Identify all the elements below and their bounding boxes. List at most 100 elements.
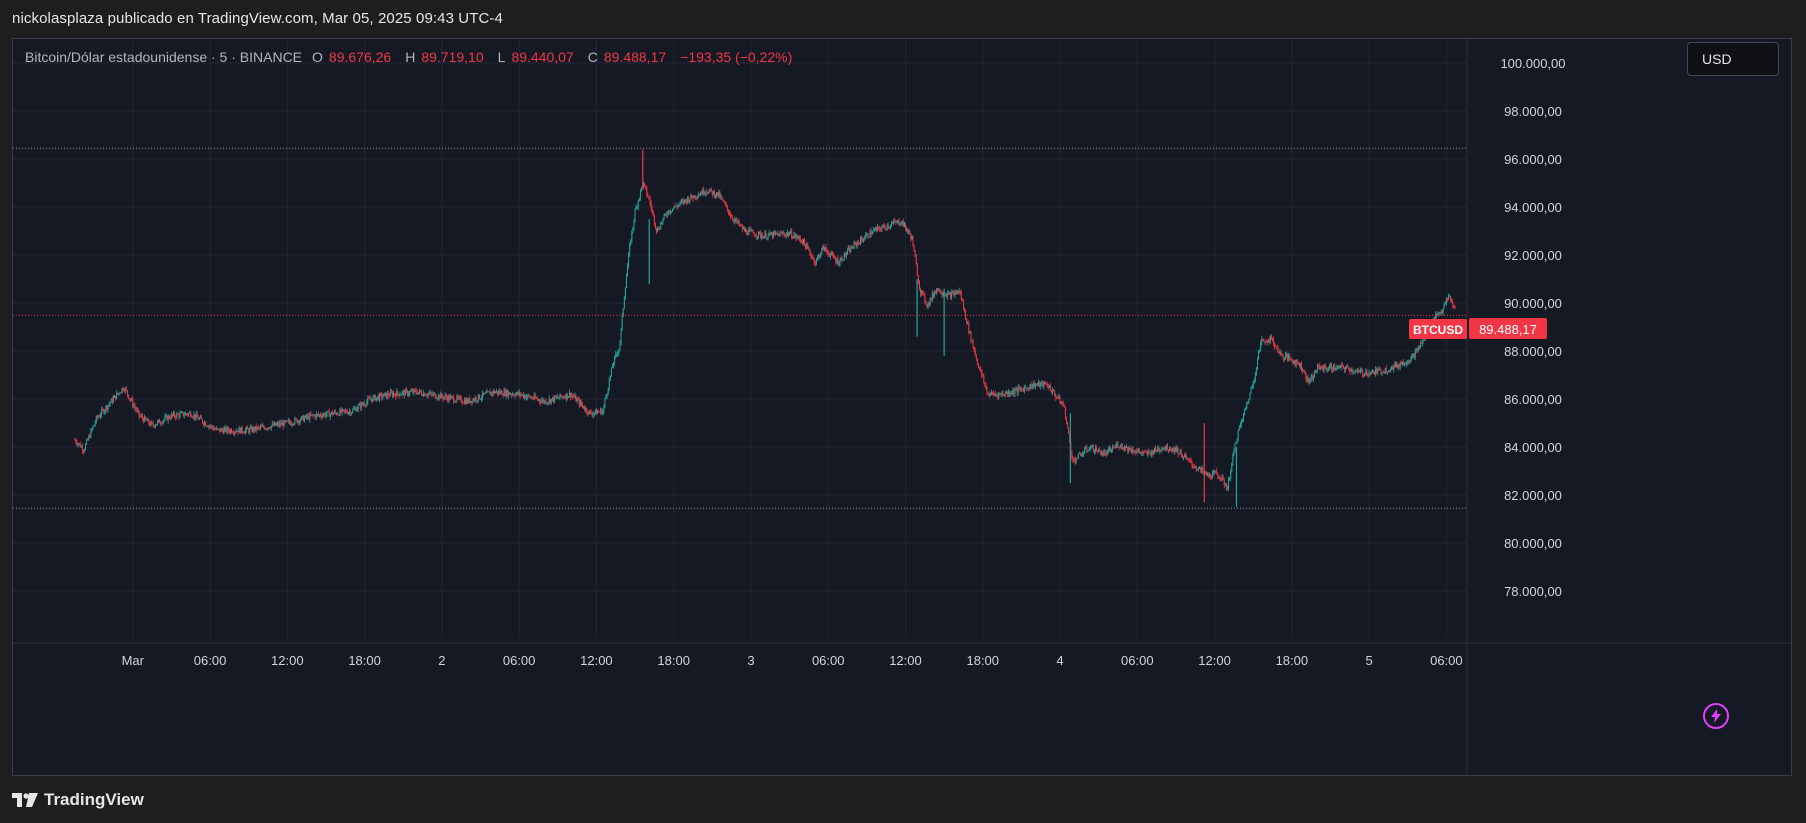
candle-body: [979, 367, 981, 369]
candlestick-chart[interactable]: 100.000,00 98.000,00 96.000,00 94.000,00 92.…: [13, 39, 1791, 775]
candle-body: [500, 391, 502, 394]
candle-body: [1000, 393, 1002, 395]
candle-body: [1091, 445, 1093, 448]
candle-body: [605, 396, 607, 400]
candle-body: [1379, 368, 1381, 370]
candle-body: [227, 427, 229, 431]
candle-body: [774, 231, 776, 234]
candle-body: [558, 397, 560, 399]
candle-body: [1354, 370, 1356, 373]
candle-body: [854, 242, 856, 244]
lightning-icon[interactable]: [1703, 703, 1729, 729]
footer-brand[interactable]: TradingView: [12, 790, 144, 810]
candle-body: [350, 411, 352, 415]
candle-body: [1412, 353, 1414, 356]
candle-body: [754, 235, 756, 237]
candle-body: [841, 257, 843, 261]
candle-body: [146, 419, 148, 422]
candle-body: [168, 416, 170, 419]
candle-body: [161, 423, 163, 425]
candle-body: [621, 315, 623, 329]
candle-body: [537, 399, 539, 401]
candle-body: [726, 205, 728, 210]
candle-body: [668, 210, 670, 213]
candle-body: [527, 394, 529, 397]
candle-body: [207, 426, 209, 428]
candle-body: [1282, 354, 1284, 359]
candle-body: [998, 393, 1000, 398]
candle-body: [381, 394, 383, 398]
candle-body: [1301, 362, 1303, 370]
candle-body: [737, 220, 739, 223]
candle-body: [1112, 447, 1114, 450]
candle-body: [177, 413, 179, 415]
candle-body: [477, 394, 479, 401]
candle-body: [398, 393, 400, 396]
candle-body: [315, 414, 317, 418]
currency-button[interactable]: USD: [1687, 42, 1779, 76]
candle-body: [353, 408, 355, 410]
candle-body: [810, 253, 812, 258]
candle-body: [906, 227, 908, 232]
candle-body: [1386, 372, 1388, 374]
candle-body: [1389, 370, 1391, 372]
candle-body: [103, 409, 105, 413]
candle-body: [694, 195, 696, 198]
candle-body: [196, 413, 198, 418]
candle-body: [986, 387, 988, 394]
candle-body: [393, 393, 395, 397]
candle-body: [520, 394, 522, 396]
candle-body: [1353, 371, 1355, 373]
candle-body: [282, 422, 284, 427]
candle-body: [1046, 384, 1048, 386]
candle-body: [902, 221, 904, 227]
chart-pane[interactable]: 100.000,00 98.000,00 96.000,00 94.000,00 92.…: [12, 38, 1792, 776]
candle-body: [689, 199, 691, 202]
time-tick-label: 06:00: [194, 653, 227, 668]
candle-body: [608, 379, 610, 389]
candle-body: [877, 226, 879, 231]
candle-body: [326, 411, 328, 415]
candle-body: [1339, 365, 1341, 369]
candle-body: [280, 422, 282, 425]
candle-body: [1010, 393, 1012, 395]
candle-body: [1004, 393, 1006, 396]
candle-body: [335, 411, 337, 413]
candle-body: [240, 427, 242, 434]
candle-body: [1159, 450, 1161, 452]
candle-body: [1329, 365, 1331, 367]
candle-body: [94, 422, 96, 425]
candle-body: [976, 358, 978, 364]
candle-body: [139, 416, 141, 417]
candle-body: [483, 392, 485, 395]
candle-body: [628, 254, 630, 267]
candle-body: [110, 398, 112, 403]
candle-body: [1280, 351, 1282, 354]
candle-body: [1014, 390, 1016, 394]
candle-body: [426, 395, 428, 397]
candle-body: [119, 392, 121, 394]
candle-body: [824, 247, 826, 251]
candle-body: [910, 234, 912, 240]
candle-body: [1291, 359, 1293, 362]
candle-body: [386, 393, 388, 398]
candle-body: [217, 428, 219, 430]
candle-body: [459, 397, 461, 398]
candle-body: [453, 397, 455, 402]
candle-body: [410, 391, 412, 393]
candle-body: [308, 415, 310, 420]
candle-body: [487, 391, 489, 393]
publish-line: nickolasplaza publicado en TradingView.c…: [12, 10, 503, 27]
candle-body: [275, 422, 277, 426]
candle-body: [856, 242, 858, 246]
candle-body: [1396, 362, 1398, 368]
candle-body: [1289, 355, 1291, 359]
candle-body: [863, 239, 865, 242]
candle-body: [1215, 471, 1217, 472]
candle-body: [390, 391, 392, 393]
price-tick-label: 80.000,00: [1504, 536, 1562, 551]
candle-body: [855, 242, 857, 246]
candle-body: [579, 401, 581, 406]
symbol-label[interactable]: Bitcoin/Dólar estadounidense · 5 · BINAN…: [25, 49, 303, 65]
candle-body: [322, 415, 324, 418]
